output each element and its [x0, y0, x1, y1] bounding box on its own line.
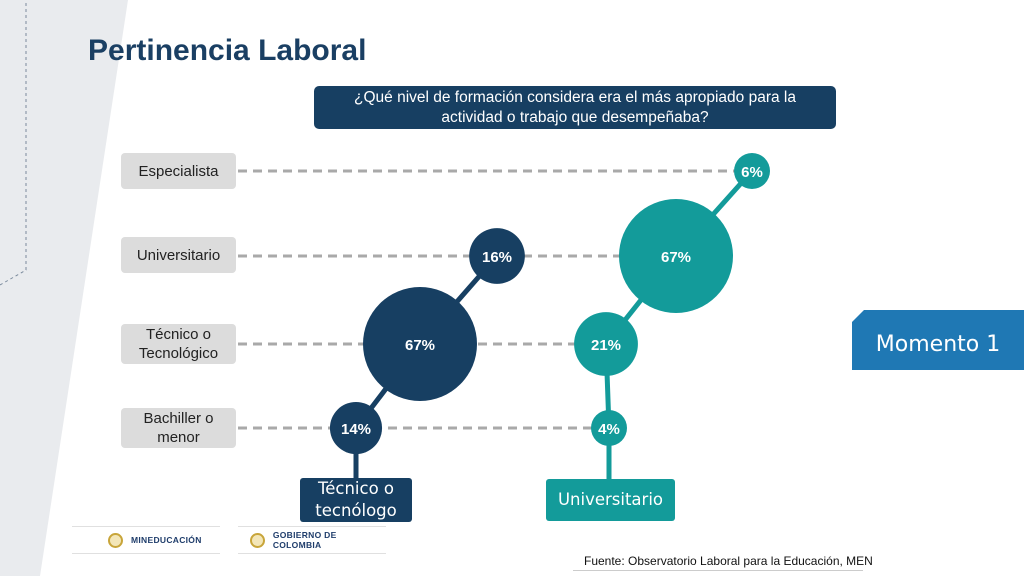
data-bubble	[734, 153, 770, 189]
series-1: 6% 67% 21% 4%	[574, 153, 770, 479]
momento-tab-shape	[852, 310, 1024, 370]
category-label: Especialista	[121, 153, 236, 189]
category-label-line: Tecnológico	[138, 345, 219, 362]
series-name-line: tecnólogo	[315, 501, 397, 520]
category-label-line: Bachiller o	[143, 410, 214, 427]
series-0: 16% 67% 14%	[329, 228, 525, 478]
data-label: 67%	[405, 337, 435, 354]
category-label-line: Especialista	[138, 162, 219, 180]
slide-title: Pertinencia Laboral	[88, 34, 367, 67]
data-bubble	[469, 228, 525, 284]
category-label-line: Universitario	[136, 246, 221, 264]
data-label: 21%	[591, 337, 621, 354]
category-label: Técnico o Tecnológico	[121, 324, 236, 364]
data-bubble	[591, 410, 627, 446]
data-bubble	[574, 312, 638, 376]
mineducacion-logo: MINEDUCACIÓN	[72, 526, 220, 554]
series-layer: 16% 67% 14% 6% 67% 21% 4%	[329, 153, 770, 479]
question-box: ¿Qué nivel de formación considera era el…	[314, 86, 836, 129]
data-bubble	[619, 199, 733, 313]
data-label: 4%	[598, 421, 620, 438]
data-bubble	[329, 401, 383, 455]
category-label: Bachiller o menor	[121, 408, 236, 448]
momento-label: Momento 1	[875, 331, 1001, 357]
data-label: 14%	[341, 421, 371, 438]
colombia-seal-icon	[108, 532, 123, 548]
mineducacion-logo-text: MINEDUCACIÓN	[131, 535, 202, 545]
data-label: 16%	[482, 249, 512, 266]
left-dashed-accent	[0, 0, 27, 286]
source-note: Fuente: Observatorio Laboral para la Edu…	[584, 554, 873, 568]
series-name-line: Técnico o	[317, 479, 395, 498]
source-divider	[573, 570, 863, 571]
series-name-label: Técnico o tecnólogo	[300, 478, 412, 522]
data-label: 6%	[741, 164, 763, 181]
gobierno-logo: GOBIERNO DE COLOMBIA	[238, 526, 386, 554]
data-bubble	[363, 287, 477, 401]
data-label: 67%	[661, 249, 691, 266]
left-gray-strip	[0, 0, 128, 576]
category-label-line: Técnico o	[145, 326, 212, 343]
series-name-label: Universitario	[546, 479, 675, 521]
series-name-line: Universitario	[557, 490, 664, 509]
momento-tab	[852, 310, 1024, 370]
category-label-line: menor	[157, 429, 200, 446]
colombia-seal-icon	[250, 532, 265, 548]
category-label: Universitario	[121, 237, 236, 273]
gobierno-logo-text: GOBIERNO DE COLOMBIA	[272, 530, 337, 550]
